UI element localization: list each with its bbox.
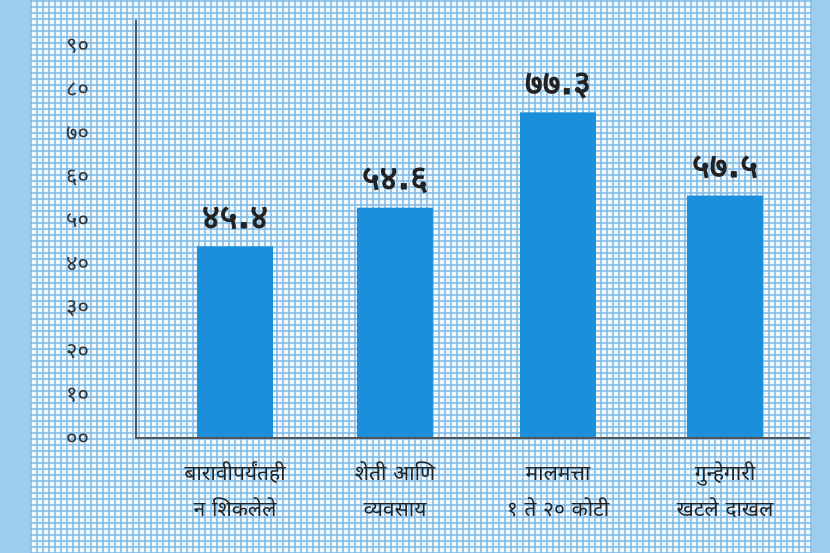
y-tick-label: २०	[66, 339, 89, 364]
category-label: गुन्हेगारी	[695, 461, 756, 486]
y-tick-label: ९०	[66, 34, 89, 59]
y-tick-label: ६०	[66, 164, 89, 189]
bar	[357, 207, 433, 437]
y-tick-label: ८०	[66, 77, 89, 102]
category-label: १ ते २० कोटी	[507, 497, 610, 521]
category-label: शेती आणि	[355, 461, 436, 485]
y-tick-label: ५०	[66, 208, 89, 233]
category-label: व्यवसाय	[364, 497, 428, 521]
bar	[687, 195, 763, 437]
y-tick-label: ००	[66, 426, 89, 451]
bar-value-label: ५४.६	[362, 159, 428, 199]
y-tick-label: ७०	[66, 121, 89, 146]
category-label: मालमत्ता	[526, 461, 591, 485]
category-label: खटले दाखल	[677, 497, 774, 521]
y-tick-label: १०	[66, 382, 89, 407]
bar-value-label: ७७.३	[525, 63, 591, 103]
y-tick-label: ३०	[66, 295, 89, 320]
bar-value-label: ४५.४	[202, 197, 268, 237]
bar	[197, 246, 273, 437]
category-label: बारावीपर्यंतही	[184, 461, 286, 485]
bar	[520, 112, 596, 437]
y-tick-label: ४०	[66, 252, 89, 277]
category-label: न शिकलेले	[194, 497, 277, 521]
bar-value-label: ५७.५	[692, 147, 758, 187]
